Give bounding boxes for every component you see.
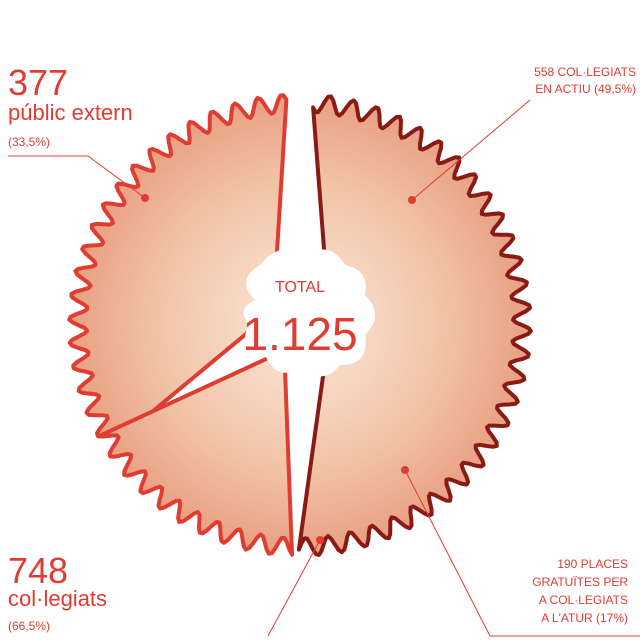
part-label: GRATUÏTES PER xyxy=(532,575,628,589)
group-value: 748 xyxy=(8,550,68,591)
total-value: 1.125 xyxy=(242,308,357,360)
group-value: 377 xyxy=(8,62,68,103)
dot xyxy=(141,194,149,202)
part-label: 190 PLACES xyxy=(557,557,628,571)
dot xyxy=(401,466,409,474)
part-label: A L'ATUR (17%) xyxy=(541,611,628,625)
part-label: A COL·LEGIATS xyxy=(539,593,628,607)
group-name: públic extern xyxy=(8,100,133,125)
group-name: col·legiats xyxy=(8,586,107,611)
group-share: (33,5%) xyxy=(8,135,50,149)
part-label: EN ACTIU (49,5%) xyxy=(535,82,636,96)
infographic: TOTAL 1.125 377 públic extern (33,5%) 74… xyxy=(0,0,640,642)
dot xyxy=(316,536,324,544)
dot xyxy=(408,196,416,204)
part-label: 558 COL·LEGIATS xyxy=(534,65,636,79)
leader-line xyxy=(268,540,320,636)
group-share: (66,5%) xyxy=(8,619,50,633)
total-title: TOTAL xyxy=(275,279,325,296)
